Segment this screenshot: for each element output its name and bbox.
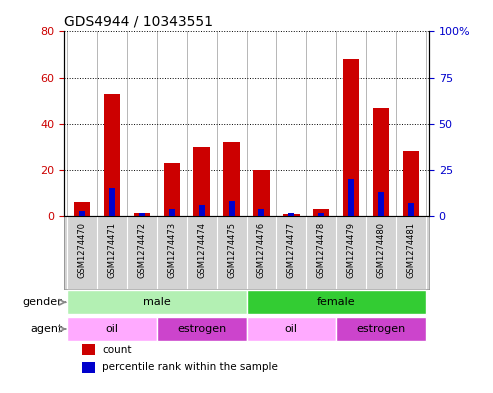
Bar: [348, 179, 354, 216]
Text: GSM1274470: GSM1274470: [77, 222, 87, 278]
Text: GSM1274478: GSM1274478: [317, 222, 326, 278]
Text: estrogen: estrogen: [177, 324, 226, 334]
Bar: [288, 213, 294, 216]
Text: male: male: [143, 297, 171, 307]
Bar: [408, 203, 414, 216]
Text: GSM1274473: GSM1274473: [167, 222, 176, 278]
Bar: [67, 317, 157, 341]
Text: oil: oil: [285, 324, 298, 334]
Bar: [193, 147, 210, 216]
Text: count: count: [103, 345, 132, 355]
Text: GSM1274471: GSM1274471: [107, 222, 116, 278]
Bar: [223, 142, 240, 216]
Bar: [313, 209, 329, 216]
Bar: [74, 202, 90, 216]
Bar: [373, 108, 389, 216]
Text: GSM1274476: GSM1274476: [257, 222, 266, 278]
Bar: [246, 317, 336, 341]
Text: GSM1274472: GSM1274472: [138, 222, 146, 278]
Text: female: female: [317, 297, 355, 307]
Text: GSM1274475: GSM1274475: [227, 222, 236, 278]
Bar: [199, 205, 205, 216]
Text: percentile rank within the sample: percentile rank within the sample: [103, 362, 278, 372]
Text: GSM1274479: GSM1274479: [347, 222, 355, 278]
Bar: [82, 344, 95, 355]
Text: GDS4944 / 10343551: GDS4944 / 10343551: [64, 15, 213, 29]
Text: GSM1274481: GSM1274481: [406, 222, 416, 278]
Bar: [109, 188, 115, 216]
Bar: [343, 59, 359, 216]
Text: GSM1274480: GSM1274480: [377, 222, 386, 278]
Bar: [229, 201, 235, 216]
Bar: [246, 290, 426, 314]
Text: estrogen: estrogen: [356, 324, 406, 334]
Bar: [318, 213, 324, 216]
Bar: [82, 362, 95, 373]
Bar: [139, 213, 145, 216]
Bar: [164, 163, 180, 216]
Bar: [378, 192, 384, 216]
Text: GSM1274474: GSM1274474: [197, 222, 206, 278]
Bar: [157, 317, 246, 341]
Bar: [258, 209, 264, 216]
Bar: [403, 151, 419, 216]
Bar: [283, 214, 300, 216]
Bar: [79, 211, 85, 216]
Text: GSM1274477: GSM1274477: [287, 222, 296, 278]
Bar: [169, 209, 175, 216]
Bar: [104, 94, 120, 216]
Bar: [134, 213, 150, 216]
Text: oil: oil: [106, 324, 118, 334]
Bar: [336, 317, 426, 341]
Text: gender: gender: [23, 297, 63, 307]
Bar: [67, 290, 246, 314]
Bar: [253, 170, 270, 216]
Text: agent: agent: [30, 324, 63, 334]
